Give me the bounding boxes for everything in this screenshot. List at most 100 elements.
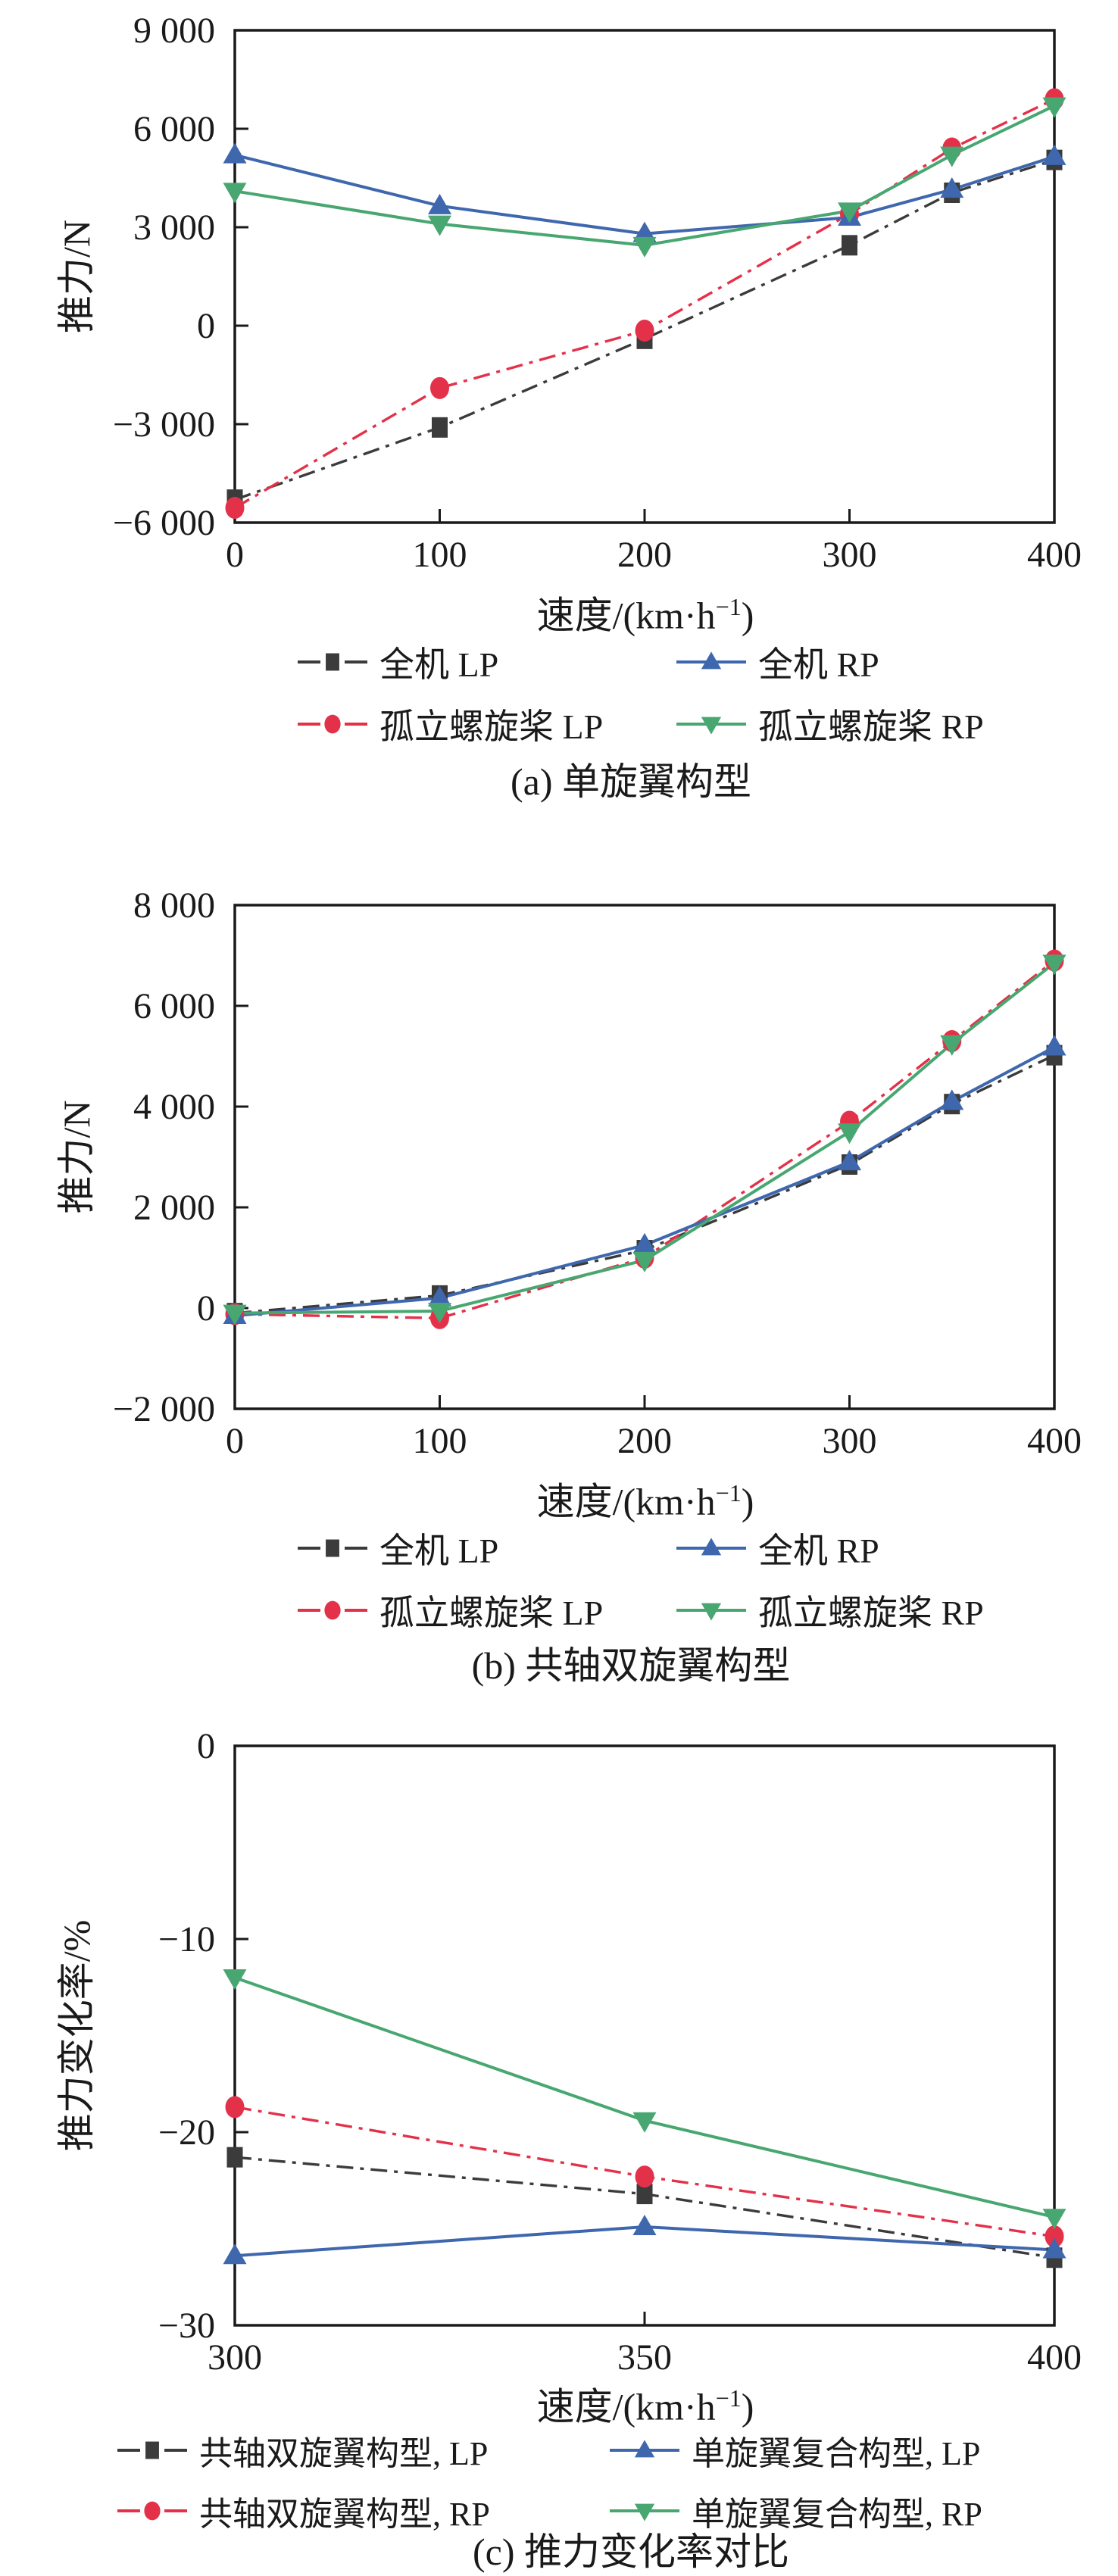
legend-item: 全机 RP bbox=[675, 637, 1001, 687]
chart-a-section: 9 000 6 000 3 000 0 −3 000 −6 000 0 100 200 300 40… bbox=[0, 0, 1118, 807]
chart-a-legend: 全机 LP 全机 RP 孤立螺旋桨 LP 孤立螺旋桨 RP bbox=[89, 636, 1118, 750]
x-tick-label: 0 bbox=[226, 1421, 244, 1461]
y-axis-title: 推力/N bbox=[55, 1101, 98, 1214]
legend-item: 单旋翼复合构型, RP bbox=[608, 2487, 1078, 2535]
legend-label: 全机 LP bbox=[379, 1532, 499, 1570]
y-tick-label: −20 bbox=[158, 2112, 215, 2153]
series-line-2 bbox=[234, 153, 1055, 236]
chart-a-caption: (a) 单旋翼构型 bbox=[511, 760, 751, 803]
legend-triangle-down-icon bbox=[676, 1603, 746, 1621]
legend-label: 孤立螺旋桨 LP bbox=[379, 1594, 604, 1632]
x-tick-label: 400 bbox=[1027, 1421, 1082, 1461]
legend-square-icon bbox=[298, 1539, 367, 1557]
y-tick-label: 6 000 bbox=[133, 986, 215, 1026]
chart-b-caption: (b) 共轴双旋翼构型 bbox=[471, 1644, 791, 1687]
legend-triangle-down-icon bbox=[676, 717, 746, 735]
legend-item: 孤立螺旋桨 LP bbox=[296, 699, 675, 749]
chart-b-plot: 8 000 6 000 4 000 2 000 0 −2 000 0 100 200 300 400… bbox=[55, 885, 1082, 1461]
series-line-0 bbox=[234, 158, 1055, 501]
legend-item: 共轴双旋翼构型, RP bbox=[116, 2487, 608, 2535]
x-tick-label: 400 bbox=[1027, 535, 1082, 575]
x-tick-label: 300 bbox=[823, 1421, 877, 1461]
x-tick-label: 100 bbox=[413, 535, 467, 575]
series-line-2 bbox=[234, 1045, 1055, 1317]
series-line-0 bbox=[234, 1054, 1055, 1315]
y-tick-label: 0 bbox=[197, 306, 215, 346]
y-tick-label: 0 bbox=[197, 1726, 215, 1766]
legend-triangle-down-icon bbox=[610, 2503, 679, 2521]
y-tick-label: 4 000 bbox=[133, 1087, 215, 1127]
legend-item: 共轴双旋翼构型, LP bbox=[116, 2426, 608, 2475]
legend-item: 孤立螺旋桨 LP bbox=[296, 1585, 675, 1635]
legend-label: 单旋翼复合构型, LP bbox=[692, 2435, 981, 2472]
series-line-1 bbox=[234, 959, 1056, 1320]
chart-b-legend: 全机 LP 全机 RP 孤立螺旋桨 LP 孤立螺旋桨 RP bbox=[89, 1522, 1118, 1636]
legend-item: 全机 RP bbox=[675, 1523, 1001, 1573]
plot-border bbox=[233, 29, 1056, 524]
legend-label: 孤立螺旋桨 LP bbox=[379, 707, 604, 746]
plot-border bbox=[233, 1744, 1056, 2327]
legend-label: 孤立螺旋桨 RP bbox=[758, 1594, 984, 1632]
x-axis-title-text: 速度/(km·h bbox=[536, 594, 716, 637]
y-tick-label: 2 000 bbox=[133, 1188, 215, 1228]
plot-border bbox=[233, 904, 1056, 1410]
x-tick-label: 200 bbox=[617, 535, 672, 575]
series-line-1 bbox=[234, 98, 1055, 509]
x-tick-label: 0 bbox=[226, 535, 244, 575]
chart-b-section: 8 000 6 000 4 000 2 000 0 −2 000 0 100 200 300 400… bbox=[0, 807, 1118, 1689]
x-tick-label: 300 bbox=[208, 2337, 262, 2378]
chart-c-section: 0 −10 −20 −30 300 350 400 推力变化率/% 速度/(km·h−1) 共… bbox=[0, 1689, 1118, 2573]
legend-label: 单旋翼复合构型, RP bbox=[692, 2496, 982, 2533]
y-tick-label: −3 000 bbox=[113, 404, 215, 445]
chart-a-x-axis-title: 速度/(km·h−1) bbox=[86, 583, 1118, 637]
y-tick-label: 3 000 bbox=[133, 208, 215, 248]
x-tick-label: 300 bbox=[823, 535, 877, 575]
y-tick-label: −2 000 bbox=[113, 1389, 215, 1429]
y-axis-title: 推力/N bbox=[55, 220, 98, 333]
legend-label: 共轴双旋翼构型, RP bbox=[199, 2496, 490, 2533]
x-tick-label: 200 bbox=[617, 1421, 672, 1461]
legend-item: 单旋翼复合构型, LP bbox=[608, 2426, 1078, 2475]
legend-label: 共轴双旋翼构型, LP bbox=[199, 2435, 489, 2472]
x-axis-title-text: 速度/(km·h bbox=[536, 1480, 716, 1523]
legend-item: 孤立螺旋桨 RP bbox=[675, 699, 1001, 749]
chart-c-caption: (c) 推力变化率对比 bbox=[473, 2531, 789, 2573]
legend-item: 孤立螺旋桨 RP bbox=[675, 1585, 1001, 1635]
series-line-3 bbox=[234, 961, 1056, 1315]
y-tick-label: 8 000 bbox=[133, 885, 215, 926]
y-tick-label: 6 000 bbox=[133, 109, 215, 149]
legend-triangle-up-icon bbox=[676, 651, 746, 670]
legend-item: 全机 LP bbox=[296, 637, 675, 687]
chart-b-x-axis-title: 速度/(km·h−1) bbox=[86, 1469, 1118, 1523]
x-axis-title-sup: −1 bbox=[715, 593, 742, 620]
chart-c-x-axis-title: 速度/(km·h−1) bbox=[86, 2375, 1118, 2428]
x-tick-label: 350 bbox=[617, 2337, 672, 2378]
x-axis-title-text: 速度/(km·h bbox=[536, 2385, 716, 2428]
legend-triangle-up-icon bbox=[610, 2440, 679, 2458]
y-tick-label: −30 bbox=[158, 2306, 215, 2346]
x-axis-title-close: ) bbox=[741, 1480, 754, 1523]
legend-circle-icon bbox=[117, 2501, 187, 2521]
legend-square-icon bbox=[117, 2441, 187, 2459]
legend-label: 孤立螺旋桨 RP bbox=[758, 707, 984, 746]
y-axis-title: 推力变化率/% bbox=[55, 1920, 98, 2152]
series-line-3 bbox=[234, 104, 1055, 247]
y-tick-label: 9 000 bbox=[133, 11, 215, 51]
legend-label: 全机 LP bbox=[379, 645, 499, 684]
x-axis-title-close: ) bbox=[741, 594, 754, 637]
legend-label: 全机 RP bbox=[758, 645, 879, 684]
legend-item: 全机 LP bbox=[296, 1523, 675, 1573]
x-tick-label: 400 bbox=[1027, 2337, 1082, 2378]
legend-circle-icon bbox=[298, 1600, 367, 1620]
chart-a-plot: 9 000 6 000 3 000 0 −3 000 −6 000 0 100 200 300 40… bbox=[55, 11, 1082, 575]
legend-label: 全机 RP bbox=[758, 1532, 879, 1570]
y-tick-label: −6 000 bbox=[113, 503, 215, 543]
chart-c-legend: 共轴双旋翼构型, LP 单旋翼复合构型, LP 共轴双旋翼构型, RP 单旋翼复合构型… bbox=[38, 2428, 1118, 2534]
x-tick-label: 100 bbox=[413, 1421, 467, 1461]
legend-square-icon bbox=[298, 653, 367, 671]
x-axis-title-close: ) bbox=[741, 2385, 754, 2428]
legend-circle-icon bbox=[298, 714, 367, 734]
y-tick-label: 0 bbox=[197, 1288, 215, 1329]
